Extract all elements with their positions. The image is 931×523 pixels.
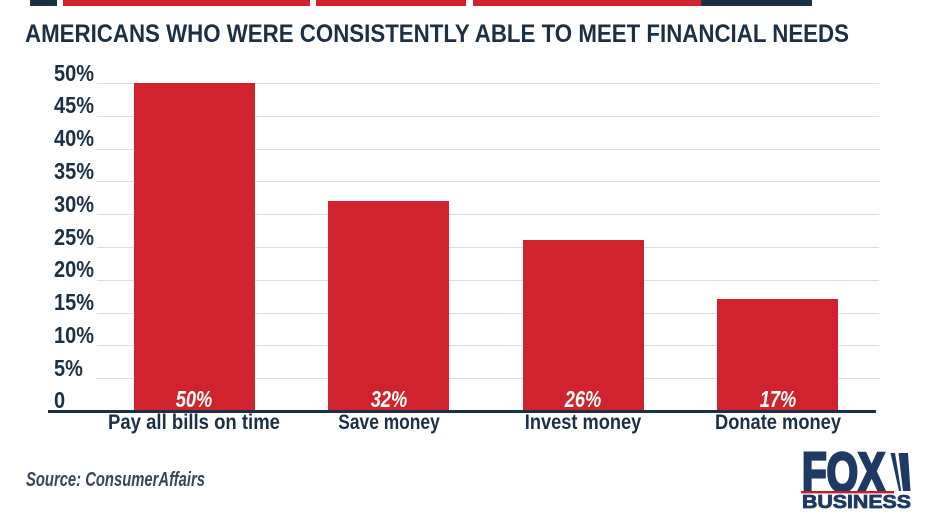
y-axis-tick-label: 10%: [54, 321, 94, 348]
logo-red-underline: [801, 491, 894, 494]
bar-value-label: 26%: [565, 385, 602, 412]
y-axis-tick-label: 5%: [54, 354, 83, 381]
gridline: [97, 378, 879, 380]
chart-title: AMERICANS WHO WERE CONSISTENTLY ABLE TO …: [25, 21, 849, 49]
bar-value-label: 50%: [176, 385, 213, 412]
bar-1: [133, 83, 255, 410]
y-axis-tick-label: 30%: [54, 190, 94, 217]
bar-2: [328, 201, 450, 410]
bar-4: [717, 299, 839, 410]
gridline: [97, 181, 879, 183]
y-axis-tick-label: 20%: [54, 256, 94, 283]
category-label: Invest money: [525, 410, 642, 434]
category-label: Pay all bills on time: [108, 410, 281, 434]
bar-value-label: 32%: [370, 385, 408, 412]
logo-searchlight-beam-1: [890, 453, 902, 491]
banner-segment: [473, 0, 701, 6]
fox-business-logo: FOX BUSINESS: [801, 446, 912, 512]
logo-fox-text: FOX: [802, 446, 885, 503]
gridline: [97, 115, 879, 117]
category-label: Donate money: [714, 410, 841, 434]
gridline: [97, 279, 879, 281]
y-axis-tick-label: 50%: [54, 59, 94, 86]
x-axis-line: [48, 410, 876, 413]
gridline: [97, 148, 879, 150]
y-axis-tick-label: 15%: [54, 289, 94, 316]
source-note: Source: ConsumerAffairs: [26, 468, 205, 491]
y-axis-tick-label: 0: [54, 386, 66, 413]
category-label: Save money: [338, 410, 440, 434]
gridline: [97, 345, 879, 347]
gridline: [97, 312, 879, 314]
banner-segment: [701, 0, 812, 6]
y-axis-tick-label: 40%: [54, 125, 94, 152]
y-axis-tick-label: 25%: [54, 223, 94, 250]
bar-3: [522, 240, 644, 410]
gridline: [97, 214, 879, 216]
y-axis-tick-label: 45%: [54, 92, 94, 119]
logo-business-text: BUSINESS: [802, 491, 911, 512]
banner-segment: [63, 0, 310, 6]
gridline: [97, 247, 879, 248]
y-axis-tick-label: 35%: [54, 157, 94, 184]
banner-segment: [316, 0, 466, 6]
bar-value-label: 17%: [759, 385, 797, 412]
banner-segment: [30, 0, 57, 6]
logo-searchlight-beam-2: [898, 453, 911, 491]
gridline: [97, 83, 879, 84]
